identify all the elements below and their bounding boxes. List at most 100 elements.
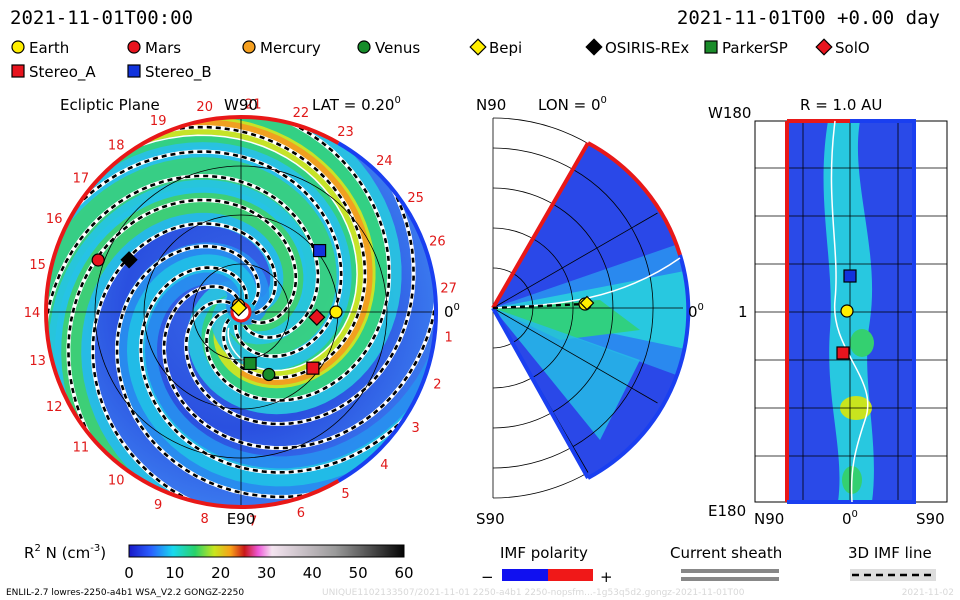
carrington-label-13: 13 <box>29 354 46 369</box>
radial-edge-blue <box>850 119 916 504</box>
carrington-label-3: 3 <box>411 421 419 436</box>
legend-label-solo: SolO <box>835 39 870 57</box>
imf-line-4 <box>184 117 415 426</box>
legend-marker-stereo-a <box>11 64 25 78</box>
carrington-label-15: 15 <box>29 258 46 273</box>
legend-marker-mars <box>127 40 141 54</box>
legend-label-bepi: Bepi <box>489 39 522 57</box>
carrington-label-9: 9 <box>154 498 162 513</box>
meridional-edge-south <box>491 307 590 479</box>
meridional-band-south <box>493 308 640 440</box>
legend-label-stereo-a: Stereo_A <box>29 63 96 82</box>
time-right: 2021-11-01T00 +0.00 day <box>677 7 940 29</box>
carrington-label-21: 21 <box>245 97 262 112</box>
imf-line-2 <box>139 194 436 474</box>
imf-positive-swatch <box>548 569 593 581</box>
carrington-label-1: 1 <box>444 330 452 345</box>
carrington-label-11: 11 <box>73 440 90 455</box>
density-band-9 <box>126 117 436 487</box>
ecliptic-marker-bepi <box>229 299 248 317</box>
radial-blob-green <box>850 329 874 357</box>
carrington-label-19: 19 <box>150 114 167 129</box>
legend-label-osiris-rex: OSIRIS-REx <box>605 39 689 57</box>
carrington-label-6: 6 <box>297 506 305 521</box>
carrington-label-8: 8 <box>201 512 209 527</box>
carrington-labels: 20 21222324252627123456789101112131415161… <box>24 97 457 529</box>
imf-line-title: 3D IMF line <box>848 544 932 562</box>
meridional-top-left: N90 <box>476 96 506 114</box>
meridional-band-core <box>493 300 640 340</box>
imf-minus: − <box>481 568 494 586</box>
carrington-label-16: 16 <box>46 212 63 227</box>
meridional-arc-1 <box>512 273 534 343</box>
ecliptic-rim-negative <box>44 115 340 509</box>
radial-mid-left: 1 <box>738 303 748 321</box>
colorbar-ticks: 0 10 20 30 40 50 60 <box>124 564 413 582</box>
ecliptic-marker-venus <box>262 367 276 382</box>
carrington-label-25: 25 <box>407 191 424 206</box>
imf-polarity-key: IMF polarity − + <box>481 544 613 586</box>
sheath-line-2 <box>681 577 779 581</box>
colorbar-tick-60: 60 <box>394 564 413 582</box>
ecliptic-rim-positive <box>337 141 439 483</box>
current-sheath-key: Current sheath <box>670 544 782 581</box>
meridional-rim-red <box>587 141 682 256</box>
imf-line-1 <box>115 244 436 499</box>
ecliptic-right-label: 00 <box>444 302 460 321</box>
radial-bodies <box>836 269 857 360</box>
current-sheath-title: Current sheath <box>670 544 782 562</box>
radial-r-label: R = 1.0 AU <box>800 96 882 114</box>
meridional-arc-3 <box>552 203 614 413</box>
imf-line-8 <box>46 174 320 507</box>
imf-plus: + <box>600 568 613 586</box>
imf-line-6 <box>46 125 367 380</box>
radial-field-line <box>830 120 869 503</box>
model-info: ENLIL-2.7 lowres-2250-a4b1 WSA_V2.2 GONG… <box>6 588 244 598</box>
meridional-right: 00 <box>688 302 704 321</box>
ecliptic-marker-mars <box>91 253 105 267</box>
time-left: 2021-11-01T00:00 <box>10 7 193 29</box>
carrington-label-7: 7 <box>249 515 257 530</box>
imf-line-9 <box>67 198 298 507</box>
radial-center: 00 <box>842 509 858 528</box>
imf-line-7 <box>46 150 343 430</box>
ecliptic-bottom-label: E90 <box>227 510 256 528</box>
radial-bottom-left: E180 <box>708 502 746 520</box>
imf-line-10 <box>91 222 418 507</box>
legend-label-earth: Earth <box>29 39 69 57</box>
carrington-label-10: 10 <box>108 474 125 489</box>
meridional-arc-2 <box>532 238 574 378</box>
legend: Earth Mars Mercury Venus Bepi OSIRIS-REx Parke… <box>11 38 870 82</box>
carrington-label-4: 4 <box>380 458 388 473</box>
meridional-arc-4 <box>572 169 654 447</box>
legend-marker-osiris-rex <box>585 38 603 56</box>
carrington-label-20: 20 <box>196 100 213 115</box>
carrington-label-14: 14 <box>24 306 41 321</box>
legend-marker-venus <box>357 40 371 54</box>
colorbar-label: R2 N (cm-3) <box>24 543 106 562</box>
faint-date: 2021-11-02 <box>902 588 954 598</box>
colorbar-gradient <box>128 544 405 558</box>
ecliptic-panel: 20 21222324252627123456789101112131415161… <box>24 95 460 530</box>
radial-s90: S90 <box>916 510 945 528</box>
ecliptic-bodies <box>91 243 343 382</box>
legend-marker-solo <box>815 38 833 56</box>
imf-negative-swatch <box>502 569 548 581</box>
imf-line-3 <box>162 117 436 450</box>
legend-marker-bepi <box>469 38 487 56</box>
ecliptic-marker-osiris-rex <box>120 251 138 269</box>
ecliptic-title: Ecliptic Plane <box>60 96 160 114</box>
imf-line-key: 3D IMF line <box>848 544 936 581</box>
carrington-label-23: 23 <box>337 125 354 140</box>
legend-label-venus: Venus <box>375 39 420 57</box>
radial-marker-stereo-a <box>836 346 850 360</box>
meridional-density <box>493 240 689 440</box>
radial-marker-stereo-b <box>843 269 857 283</box>
current-sheath-line <box>46 134 358 463</box>
meridional-edge-north <box>491 142 590 309</box>
legend-marker-mercury <box>242 40 256 54</box>
legend-marker-earth <box>11 40 25 54</box>
ecliptic-top-label: W90 <box>224 96 258 114</box>
meridional-panel: N90 LON = 00 00 S90 <box>476 95 704 528</box>
